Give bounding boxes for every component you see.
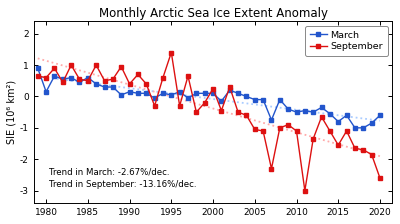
March [286, 108, 290, 110]
September [336, 144, 341, 146]
March [352, 127, 357, 129]
March [252, 98, 257, 101]
September [378, 177, 382, 179]
March [110, 86, 115, 88]
March [361, 127, 366, 129]
September [136, 73, 140, 76]
March [328, 112, 332, 115]
September [236, 111, 240, 114]
September [261, 130, 266, 132]
March [136, 92, 140, 95]
March [302, 109, 307, 112]
September [286, 123, 290, 126]
September [152, 105, 157, 107]
March [160, 92, 165, 95]
March [102, 86, 107, 88]
March [319, 106, 324, 109]
March [69, 76, 74, 79]
September [194, 111, 199, 114]
September [60, 81, 65, 84]
March [194, 92, 199, 95]
March [60, 78, 65, 81]
March [378, 114, 382, 117]
September [344, 130, 349, 132]
March [227, 89, 232, 92]
September [369, 153, 374, 156]
March [77, 81, 82, 84]
September [319, 116, 324, 118]
September [86, 80, 90, 82]
Title: Monthly Arctic Sea Ice Extent Anomaly: Monthly Arctic Sea Ice Extent Anomaly [98, 7, 328, 20]
Legend: March, September: March, September [305, 26, 388, 56]
September [119, 65, 124, 68]
September [352, 147, 357, 150]
September [328, 130, 332, 132]
March [261, 98, 266, 101]
March [344, 114, 349, 117]
September [361, 149, 366, 151]
March [177, 90, 182, 93]
September [219, 109, 224, 112]
September [102, 80, 107, 82]
March [369, 122, 374, 125]
March [336, 120, 341, 123]
September [44, 76, 48, 79]
March [86, 76, 90, 79]
September [177, 105, 182, 107]
September [227, 86, 232, 88]
March [294, 111, 299, 114]
September [211, 87, 216, 90]
March [236, 92, 240, 95]
March [169, 94, 174, 96]
September [144, 83, 149, 85]
September [252, 128, 257, 131]
March [127, 90, 132, 93]
March [144, 92, 149, 95]
September [169, 51, 174, 54]
September [186, 75, 190, 78]
September [244, 114, 249, 117]
September [311, 138, 316, 140]
March [202, 92, 207, 95]
Text: Trend in March: -2.67%/dec.: Trend in March: -2.67%/dec. [49, 168, 169, 177]
September [202, 101, 207, 104]
September [160, 76, 165, 79]
September [69, 64, 74, 66]
Text: Trend in September: -13.16%/dec.: Trend in September: -13.16%/dec. [49, 180, 196, 189]
September [94, 64, 98, 66]
September [127, 83, 132, 85]
Line: September: September [36, 51, 382, 192]
March [44, 90, 48, 93]
March [94, 83, 98, 85]
March [219, 100, 224, 103]
September [302, 189, 307, 192]
March [278, 98, 282, 101]
March [186, 97, 190, 99]
March [269, 119, 274, 121]
March [52, 75, 57, 78]
September [77, 78, 82, 81]
March [152, 97, 157, 99]
Y-axis label: SIE (10⁶ km²): SIE (10⁶ km²) [7, 80, 17, 144]
March [35, 67, 40, 69]
March [244, 95, 249, 98]
Line: March: March [36, 67, 382, 130]
September [294, 130, 299, 132]
September [52, 67, 57, 69]
September [110, 78, 115, 81]
March [211, 92, 216, 95]
September [269, 167, 274, 170]
March [311, 111, 316, 114]
September [278, 127, 282, 129]
September [35, 75, 40, 78]
March [119, 94, 124, 96]
